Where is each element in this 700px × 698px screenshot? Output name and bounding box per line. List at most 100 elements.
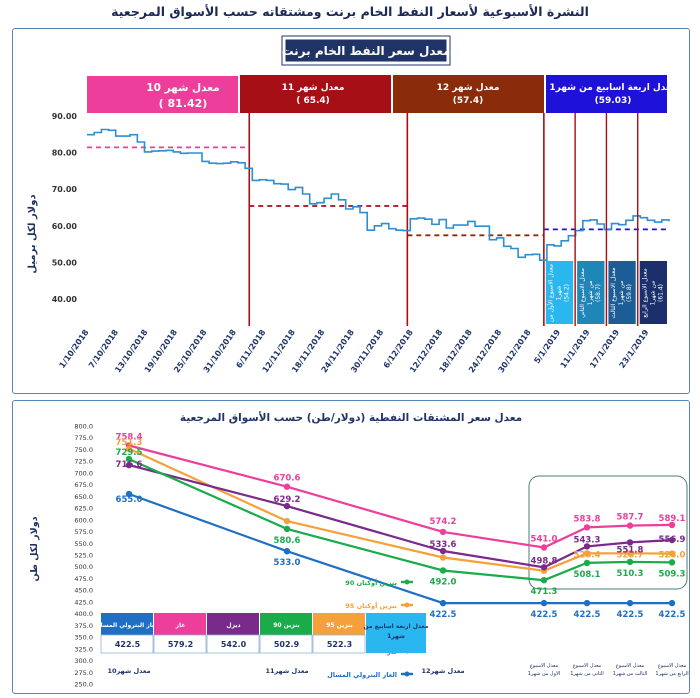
products-data-label: 670.6 [274, 474, 301, 484]
products-point [540, 544, 548, 551]
products-point [439, 528, 447, 536]
products-x-category: معدل شهر10 [107, 667, 150, 675]
products-y-tick-label: 300.0 [74, 657, 93, 665]
products-data-label: 528.0 [659, 551, 686, 561]
avg-box-oct-title: معدل شهر 10 [146, 82, 219, 94]
table-value-cell [259, 634, 313, 654]
table-value: 522.3 [327, 640, 352, 649]
products-data-label: 551.8 [617, 545, 644, 555]
legend-label: الغاز البترولي المسال [327, 671, 397, 679]
products-data-label: 422.5 [430, 610, 457, 620]
products-y-tick-label: 475.0 [74, 575, 93, 583]
week-box-line2: من شهر1 [587, 281, 594, 306]
avg-box-dec [393, 75, 544, 113]
products-point [668, 536, 676, 544]
table-title-line2: شهر1 [387, 633, 405, 640]
products-y-tick-label: 775.0 [74, 434, 93, 442]
products-point [439, 599, 447, 607]
products-y-tick-label: 525.0 [74, 552, 93, 560]
table-header-cell [260, 613, 312, 635]
products-y-tick-label: 725.0 [74, 458, 93, 466]
table-value-cell [312, 634, 366, 654]
week-box-2 [577, 261, 605, 324]
brent-y-tick-label: 40.00 [52, 295, 78, 304]
products-x-category-line2: الثاني من شهر1 [570, 671, 604, 677]
products-data-label: 471.3 [531, 587, 558, 597]
products-data-label: 422.5 [574, 610, 601, 620]
table-header-cell [101, 613, 153, 635]
avg-box-oct-value: ( 81.42) [159, 97, 208, 110]
products-data-label: 510.3 [617, 569, 644, 579]
products-y-tick-label: 550.0 [74, 540, 93, 548]
brent-x-tick-label: 6/12/2018 [382, 328, 415, 370]
products-y-tick-label: 400.0 [74, 610, 93, 618]
brent-y-tick-label: 60.00 [52, 222, 78, 231]
products-point [125, 445, 133, 453]
table-header-label: بنزين 95 [326, 622, 353, 629]
products-x-category: معدل شهر11 [265, 667, 308, 675]
week-box-line2: من شهر1 [618, 281, 625, 306]
avg-box-jan [546, 75, 667, 113]
avg-box-dec-title: معدل شهر 12 [437, 83, 500, 93]
week-box-value: (54.2) [563, 284, 570, 302]
table-value: 542.0 [221, 640, 247, 649]
products-data-label: 543.3 [574, 535, 601, 545]
brent-y-tick-label: 50.00 [52, 258, 78, 267]
page-title: النشرة الأسبوعية لأسعار النفط الخام برنت… [111, 4, 589, 19]
avg-box-jan-title: معدل اربعة اسابيع من شهر1 [549, 83, 676, 93]
week-box-value: (58.7) [595, 284, 602, 302]
products-point [439, 554, 447, 561]
products-point [626, 558, 634, 566]
week-box-line2: شهر1 [555, 286, 562, 301]
table-title-line1: معدل اربعة اسابيع من [364, 623, 429, 630]
brent-y-axis-label: دولار لكل برميل [27, 194, 38, 273]
products-data-label: 422.5 [659, 610, 686, 620]
brent-y-tick-label: 70.00 [52, 185, 78, 194]
products-x-category-line1: معدل الاسبوع [616, 663, 645, 669]
products-point [583, 524, 591, 531]
products-point [439, 567, 447, 574]
products-data-label: 655.0 [116, 495, 143, 505]
products-x-category-line1: معدل الاسبوع [530, 663, 559, 669]
products-x-category-line2: الاول من شهر1 [528, 671, 560, 677]
legend-marker [404, 671, 410, 677]
week-box-1 [545, 261, 574, 324]
table-header-label: ديزل [226, 622, 240, 629]
products-chart-panel: معدل سعر المشتقات النفطية (دولار/طن) حسب… [12, 400, 690, 694]
products-point [540, 599, 548, 607]
products-point [540, 564, 548, 571]
products-y-tick-label: 375.0 [74, 622, 93, 630]
week-box-line1: معدل الاسبوع الرابع [641, 268, 648, 317]
products-data-label: 574.2 [430, 517, 457, 527]
products-y-tick-label: 800.0 [74, 423, 93, 431]
products-data-label: 533.6 [430, 540, 457, 550]
table-title-cell [366, 613, 426, 653]
products-data-label: 509.3 [659, 569, 686, 579]
week-box-text: معدل الاسبوع الثالث من شهر1 (59.8) [610, 268, 633, 319]
products-data-label: 580.6 [274, 536, 301, 546]
legend-marker [404, 602, 410, 608]
week-box-text: معدل الاسبوع الأول من شهر1 (54.2) [546, 264, 570, 322]
products-point [540, 576, 548, 584]
products-y-tick-label: 600.0 [74, 516, 93, 524]
products-point [283, 517, 291, 525]
table-header-cell [154, 613, 206, 635]
products-y-tick-label: 325.0 [74, 645, 93, 653]
table-header-label: بنزين 90 [273, 622, 300, 629]
products-data-label: 716.6 [116, 460, 143, 470]
legend-label: بنزين أوكتان 90 [345, 578, 397, 587]
products-data-label: 492.0 [430, 577, 457, 587]
products-point [626, 599, 634, 607]
brent-chart-title-box [284, 38, 448, 63]
products-y-tick-label: 675.0 [74, 481, 93, 489]
products-data-label: 629.2 [274, 495, 301, 505]
products-point [283, 483, 291, 490]
products-y-tick-label: 700.0 [74, 469, 93, 477]
products-data-label: 508.1 [574, 570, 601, 580]
brent-daily-line [87, 128, 670, 261]
products-data-label: 587.7 [617, 513, 644, 523]
products-y-tick-label: 650.0 [74, 493, 93, 501]
avg-box-dec-value: (57.4) [453, 96, 483, 106]
products-data-label: 528.7 [617, 550, 644, 560]
products-chart-title: معدل سعر المشتقات النفطية (دولار/طن) حسب… [180, 411, 522, 424]
